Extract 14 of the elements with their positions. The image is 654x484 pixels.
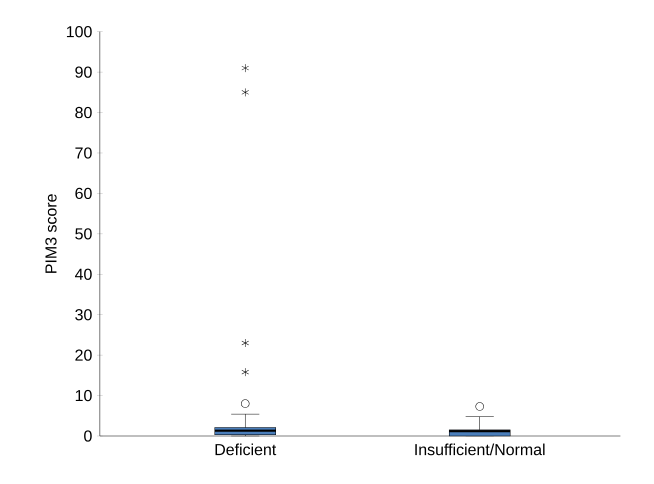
y-tick-label: 100 [66,26,92,38]
y-tick-label: 40 [74,268,92,280]
y-axis-title: PIM3 score [45,194,57,273]
y-tick-label: 30 [75,309,92,320]
x-tick-label: Deficient [216,444,276,456]
y-tick-label: 60 [75,188,92,200]
y-tick-label: 70 [75,147,92,159]
y-tick-label: 0 [84,430,92,442]
y-tick-label: 10 [76,390,92,402]
y-tick-label: 50 [75,228,92,240]
x-tick-label: Insufficient/Normal [415,444,545,456]
y-tick-label: 80 [75,106,92,118]
y-tick-label: 20 [75,349,92,361]
y-tick-label: 90 [75,66,92,78]
